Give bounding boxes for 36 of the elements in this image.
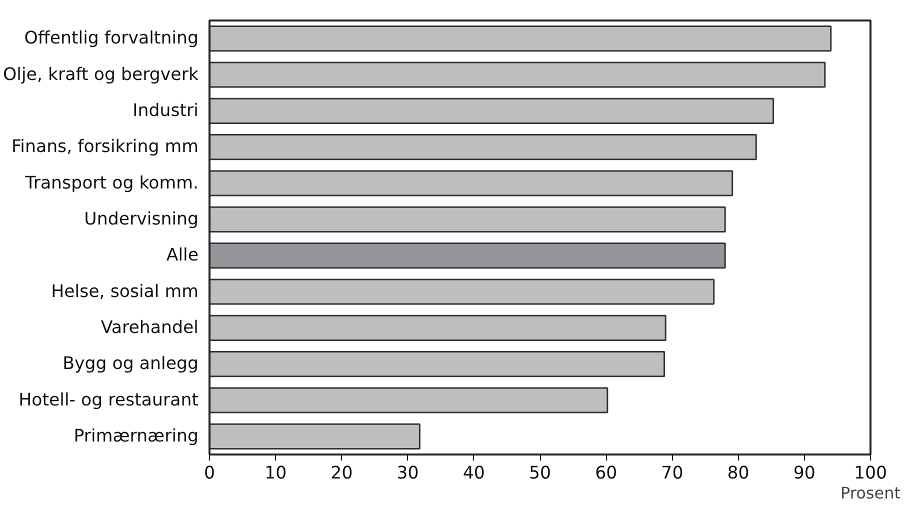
bar [210,423,420,450]
bar [210,62,826,88]
x-tick-label: 10 [264,464,287,484]
bar [210,351,666,378]
y-tick-label: Primærnæring [74,426,199,446]
y-tick-label: Industri [132,100,199,121]
x-tick-label: 50 [528,464,552,484]
y-tick-label: Hotell- og restaurant [18,390,199,410]
x-tick-label: 90 [793,464,816,484]
bar [210,387,608,414]
bar [210,206,726,232]
x-tick-label: 70 [661,464,684,484]
y-tick-label: Finans, forsikring mm [11,137,199,158]
x-tick-label: 60 [595,464,618,484]
y-tick-label: Bygg og anlegg [62,354,199,374]
bar [210,98,774,124]
x-tick-label: 0 [204,464,216,484]
bar [210,278,715,305]
y-tick-label: Varehandel [100,318,199,338]
y-tick-label: Olje, kraft og bergverk [3,64,198,85]
bar [210,314,666,341]
bar [210,242,726,269]
bar [210,134,757,160]
x-tick-label: 20 [330,464,353,484]
x-tick-label: 80 [727,464,750,484]
bar [210,26,832,52]
y-tick-label: Undervisning [84,209,199,230]
y-tick-label: Helse, sosial mm [51,282,199,302]
x-tick-label: 100 [854,464,888,484]
y-tick-label: Offentlig forvaltning [24,28,199,49]
y-tick-label: Alle [166,246,199,266]
bar [210,170,734,196]
x-axis-title: Prosent [840,484,900,502]
x-tick-label: 30 [396,464,419,484]
y-tick-label: Transport og komm. [24,173,199,194]
x-tick-label: 40 [462,464,485,484]
